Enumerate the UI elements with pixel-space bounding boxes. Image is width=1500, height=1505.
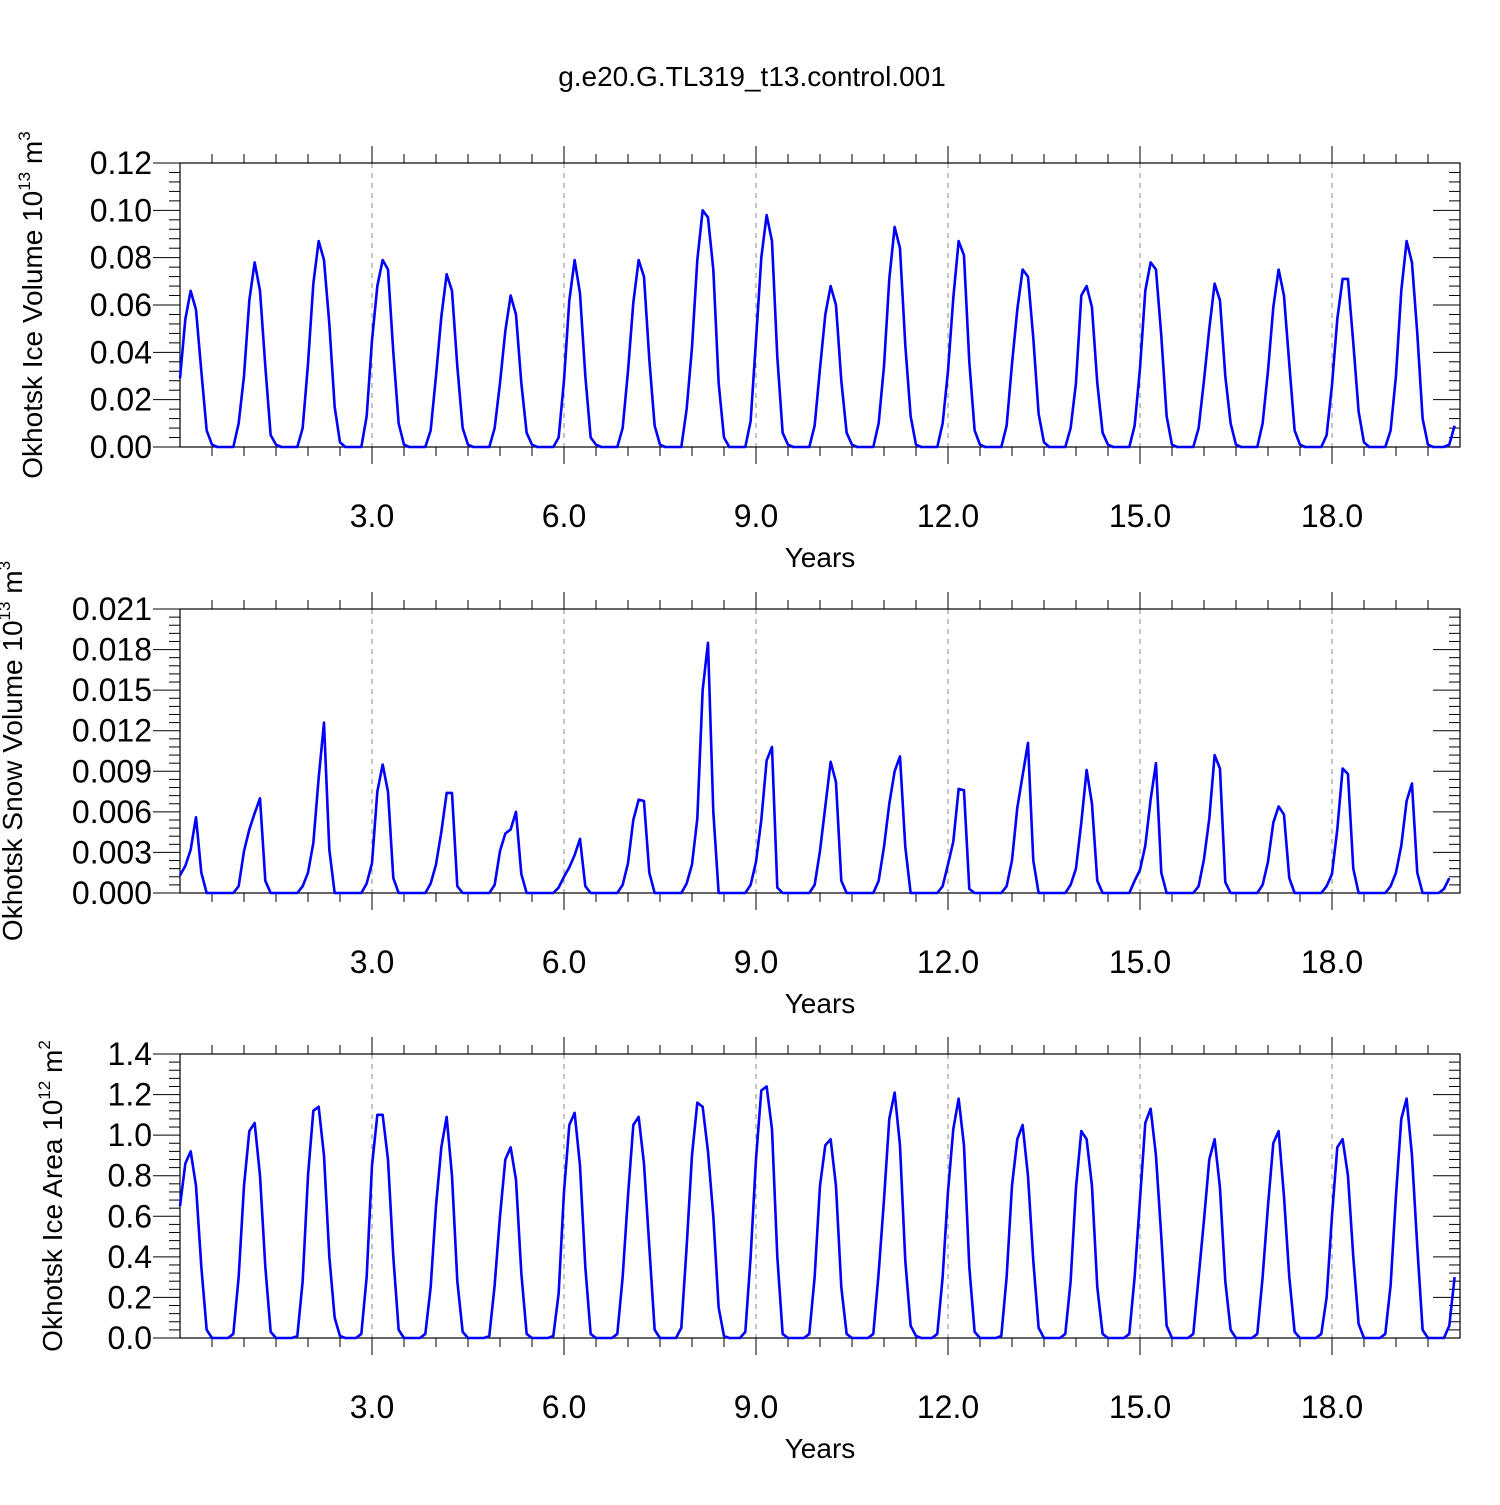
x-tick-label: 12.0 <box>917 498 979 534</box>
y-tick-label: 0.04 <box>90 334 152 370</box>
y-tick-label: 1.4 <box>108 1036 152 1072</box>
y-tick-label: 0.006 <box>72 794 152 830</box>
y-tick-label: 1.0 <box>108 1117 152 1153</box>
y-tick-label: 0.2 <box>108 1279 152 1315</box>
x-axis-label: Years <box>785 988 856 1019</box>
y-axis-label-exponent: 12 <box>35 1081 54 1100</box>
y-axis-label-unit: m <box>17 141 48 172</box>
y-axis-label-unit-exponent: 3 <box>0 561 14 570</box>
x-tick-label: 18.0 <box>1301 498 1363 534</box>
y-axis-label: Okhotsk Ice Volume 1013 m3 <box>15 131 48 478</box>
x-tick-label: 3.0 <box>350 498 394 534</box>
y-tick-label: 0.4 <box>108 1239 152 1275</box>
x-axis-label: Years <box>785 542 856 573</box>
y-tick-label: 0.0 <box>108 1320 152 1356</box>
y-axis-label-text: Okhotsk Snow Volume 10 <box>0 620 28 941</box>
y-tick-label: 0.8 <box>108 1158 152 1194</box>
y-tick-label: 0.00 <box>90 429 152 465</box>
x-tick-label: 3.0 <box>350 1389 394 1425</box>
y-tick-label: 0.003 <box>72 834 152 870</box>
x-tick-label: 6.0 <box>542 1389 586 1425</box>
series-line-1 <box>178 209 1456 449</box>
x-tick-label: 15.0 <box>1109 944 1171 980</box>
y-tick-label: 0.02 <box>90 382 152 418</box>
x-tick-label: 15.0 <box>1109 1389 1171 1425</box>
x-tick-label: 12.0 <box>917 944 979 980</box>
x-tick-label: 9.0 <box>734 1389 778 1425</box>
x-tick-label: 9.0 <box>734 944 778 980</box>
y-tick-label: 0.06 <box>90 287 152 323</box>
series-line-1 <box>178 1085 1456 1340</box>
y-axis-label-unit-exponent: 3 <box>15 131 34 140</box>
chart-panel-2: 3.0 6.0 9.0 12.0 15.0 18.0 Years 0.000 0.003 0.00… <box>0 561 1461 1019</box>
y-axis-label-text: Okhotsk Ice Volume 10 <box>17 191 48 479</box>
y-tick-label: 0.6 <box>108 1198 152 1234</box>
x-tick-label: 18.0 <box>1301 1389 1363 1425</box>
y-axis-label-exponent: 13 <box>15 172 34 191</box>
x-tick-label: 12.0 <box>917 1389 979 1425</box>
x-tick-label: 18.0 <box>1301 944 1363 980</box>
x-tick-label: 6.0 <box>542 944 586 980</box>
y-tick-label: 0.08 <box>90 240 152 276</box>
y-tick-label: 0.10 <box>90 192 152 228</box>
y-tick-label: 0.012 <box>72 713 152 749</box>
x-tick-label: 3.0 <box>350 944 394 980</box>
panels-group: 3.0 6.0 9.0 12.0 15.0 18.0Years0.000.020.040.… <box>0 131 1461 1464</box>
y-tick-label: 0.000 <box>72 875 152 911</box>
x-tick-label: 9.0 <box>734 498 778 534</box>
y-axis-label-unit: m <box>0 570 28 601</box>
chart-title: g.e20.G.TL319_t13.control.001 <box>558 61 946 92</box>
chart-panel-3: 3.0 6.0 9.0 12.0 15.0 18.0 Years 0.0 0.2 0.4 0.6 0.… <box>35 1036 1461 1464</box>
series-line-1 <box>178 641 1451 895</box>
chart-panel-1: 3.0 6.0 9.0 12.0 15.0 18.0 Years 0.00 0.02 0.04 0.… <box>15 131 1461 573</box>
y-tick-label: 0.009 <box>72 753 152 789</box>
y-axis-label-text: Okhotsk Ice Area 10 <box>37 1100 68 1352</box>
y-axis-label-unit-exponent: 2 <box>35 1040 54 1049</box>
y-tick-label: 0.021 <box>72 591 152 627</box>
y-tick-label: 0.015 <box>72 672 152 708</box>
x-tick-label: 6.0 <box>542 498 586 534</box>
y-axis-label: Okhotsk Ice Area 1012 m2 <box>35 1040 68 1352</box>
x-tick-label: 15.0 <box>1109 498 1171 534</box>
y-axis-label-unit: m <box>37 1050 68 1081</box>
y-tick-label: 1.2 <box>108 1077 152 1113</box>
x-axis-label: Years <box>785 1433 856 1464</box>
y-axis-label: Okhotsk Snow Volume 1013 m3 <box>0 561 28 941</box>
y-tick-label: 0.12 <box>90 145 152 181</box>
y-axis-label-exponent: 13 <box>0 602 14 621</box>
y-tick-label: 0.018 <box>72 632 152 668</box>
